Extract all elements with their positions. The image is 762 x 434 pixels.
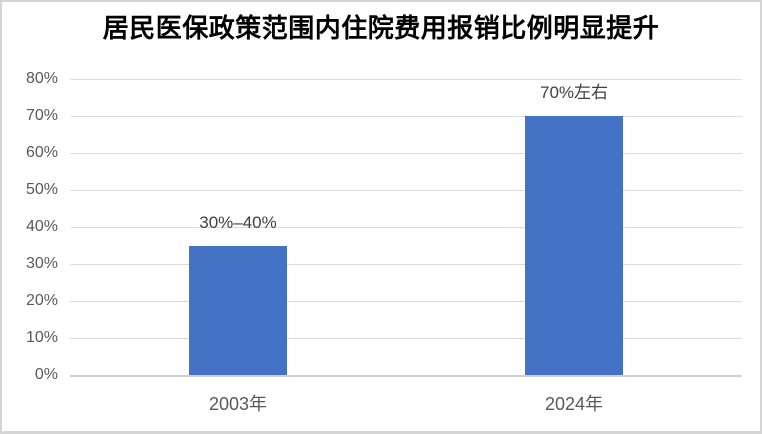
y-axis-label-70%: 70% (25, 107, 58, 124)
y-axis-label-10%: 10% (25, 329, 58, 346)
y-axis-label-60%: 60% (25, 144, 58, 161)
bar-data-label-1: 70%左右 (539, 83, 609, 102)
gridline-30% (70, 264, 742, 265)
gridline-60% (70, 153, 742, 154)
gridline-80% (70, 79, 742, 80)
y-axis-label-20%: 20% (25, 292, 58, 309)
gridline-10% (70, 338, 742, 339)
y-axis-label-0%: 0% (34, 366, 58, 383)
gridline-70% (70, 116, 742, 117)
y-axis-label-50%: 50% (25, 181, 58, 198)
gridline-20% (70, 301, 742, 302)
bar-data-label-0: 30%–40% (199, 213, 277, 232)
chart-title: 居民医保政策范围内住院费用报销比例明显提升 (102, 13, 660, 43)
x-axis-line (70, 375, 742, 377)
x-axis-label-1: 2024年 (544, 394, 604, 414)
y-axis-label-40%: 40% (25, 218, 58, 235)
y-axis-label-80%: 80% (25, 70, 58, 87)
bar-1 (525, 116, 623, 375)
gridline-40% (70, 227, 742, 228)
x-axis-label-0: 2003年 (208, 394, 268, 414)
y-axis-label-30%: 30% (25, 255, 58, 272)
bar-0 (189, 246, 287, 375)
gridline-50% (70, 190, 742, 191)
